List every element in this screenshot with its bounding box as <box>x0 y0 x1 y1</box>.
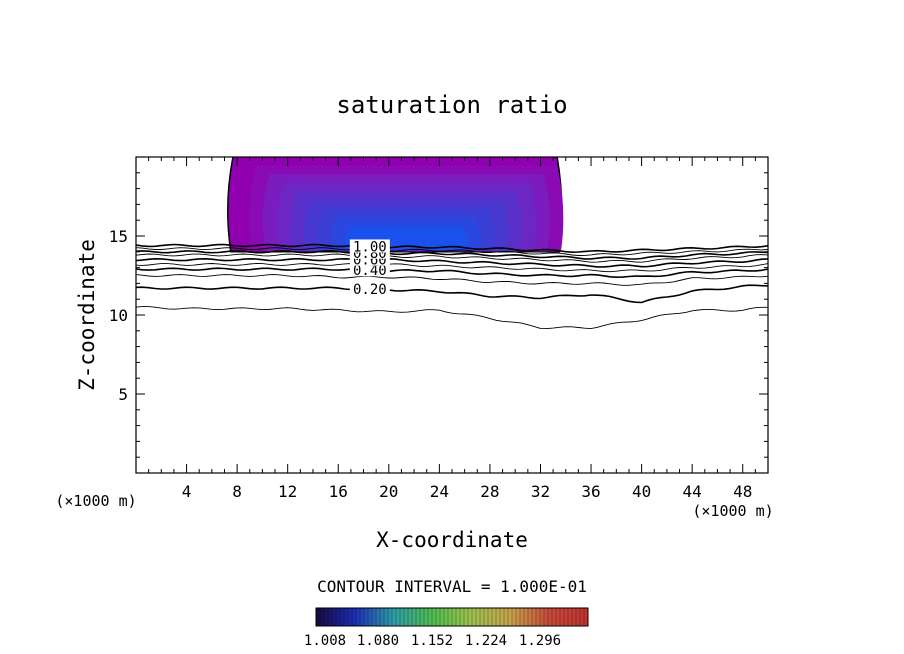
x-tick-label: 36 <box>581 482 600 501</box>
plot-area: 0.200.400.600.801.00 4 8 12 16 20 24 28 32 36 40 4… <box>109 156 769 501</box>
chart-title: saturation ratio <box>336 91 567 119</box>
colorbar-tick-label: 1.224 <box>465 633 507 649</box>
y-tick-label: 15 <box>109 227 128 246</box>
contour-line-8 <box>136 247 768 256</box>
contour-line-5 <box>136 257 768 268</box>
colorbar-tick-label: 1.296 <box>519 633 561 649</box>
x-tick-label: 4 <box>182 482 192 501</box>
x-tick-label: 40 <box>632 482 651 501</box>
colorbar-stripes <box>319 608 585 626</box>
colorbar-tick-label: 1.152 <box>411 633 453 649</box>
contour-line-2 <box>136 274 768 286</box>
contour-line-9 <box>136 243 768 254</box>
colorbar: 1.008 1.080 1.152 1.224 1.296 <box>304 607 589 649</box>
x-tick-label: 20 <box>379 482 398 501</box>
x-tick-label: 24 <box>430 482 449 501</box>
saturation-shaded-region <box>227 157 564 253</box>
contour-interval-text: CONTOUR INTERVAL = 1.000E-01 <box>317 577 587 596</box>
contour-label: 0.40 <box>353 263 387 279</box>
x-tick-label: 28 <box>480 482 499 501</box>
x-tick-label: 32 <box>531 482 550 501</box>
contour-line-3 <box>136 267 768 279</box>
contour-label-bg <box>349 239 390 253</box>
contour-label: 1.00 <box>353 239 387 255</box>
colorbar-tick-labels: 1.008 1.080 1.152 1.224 1.296 <box>304 633 561 649</box>
contour-label: 0.20 <box>353 282 387 298</box>
x-tick-label: 48 <box>733 482 752 501</box>
x-unit-right: (×1000 m) <box>692 502 773 520</box>
y-axis-label: Z-coordinate <box>75 239 99 391</box>
x-tick-label: 8 <box>232 482 242 501</box>
contour-line-6 <box>136 253 768 263</box>
colorbar-tick-label: 1.080 <box>357 633 399 649</box>
x-unit-left: (×1000 m) <box>55 492 136 510</box>
contour-line-4 <box>136 263 768 273</box>
y-tick-label: 10 <box>109 306 128 325</box>
x-tick-label: 12 <box>278 482 297 501</box>
y-tick-label: 5 <box>118 385 128 404</box>
contour-line-0 <box>136 306 768 330</box>
contour-label-bg <box>349 263 390 277</box>
contour-label-bg <box>349 282 390 296</box>
x-tick-label: 44 <box>683 482 702 501</box>
x-axis-label: X-coordinate <box>376 528 528 552</box>
x-tick-label: 16 <box>329 482 348 501</box>
contour-line-7 <box>136 250 768 260</box>
contour-lines: 0.200.400.600.801.00 <box>136 239 768 330</box>
colorbar-tick-label: 1.008 <box>304 633 346 649</box>
contour-line-1 <box>136 284 768 304</box>
